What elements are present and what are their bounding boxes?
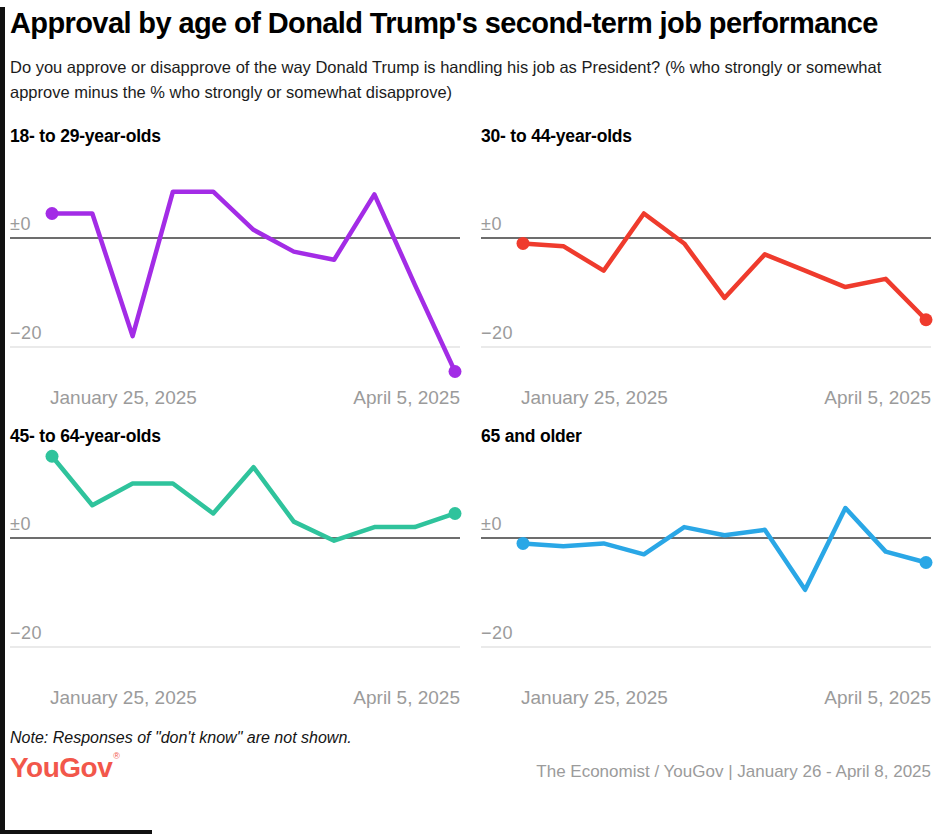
content: Approval by age of Donald Trump's second… <box>10 6 931 784</box>
left-edge-bar <box>0 7 5 834</box>
chart-subtitle: Do you approve or disapprove of the way … <box>10 55 928 105</box>
x-axis-labels: January 25, 2025 April 5, 2025 <box>481 687 931 709</box>
panel-45-64: 45- to 64-year-olds ±0 −20 January 25, 2… <box>10 425 460 709</box>
footer: YouGov® The Economist / YouGov | January… <box>10 751 931 784</box>
line-chart-30-44 <box>481 153 931 383</box>
x-axis-labels: January 25, 2025 April 5, 2025 <box>10 387 460 409</box>
chart-area: ±0 −20 <box>10 453 460 683</box>
source-line: The Economist / YouGov | January 26 - Ap… <box>536 762 931 782</box>
panel-title: 18- to 29-year-olds <box>10 125 460 147</box>
x-tick-start: January 25, 2025 <box>50 387 197 409</box>
x-tick-start: January 25, 2025 <box>521 387 668 409</box>
x-tick-end: April 5, 2025 <box>824 687 931 709</box>
registered-trademark-icon: ® <box>113 751 119 761</box>
footnote: Note: Responses of "don't know" are not … <box>10 729 931 747</box>
small-multiples-grid: 18- to 29-year-olds ±0 −20 January 25, 2… <box>10 125 931 709</box>
x-axis-labels: January 25, 2025 April 5, 2025 <box>481 387 931 409</box>
panel-65-older: 65 and older ±0 −20 January 25, 2025 Apr… <box>481 425 931 709</box>
panel-30-44: 30- to 44-year-olds ±0 −20 January 25, 2… <box>481 125 931 409</box>
line-chart-18-29 <box>10 153 460 383</box>
x-tick-end: April 5, 2025 <box>353 387 460 409</box>
x-tick-end: April 5, 2025 <box>353 687 460 709</box>
panel-title: 30- to 44-year-olds <box>481 125 931 147</box>
chart-area: ±0 −20 <box>10 153 460 383</box>
bottom-edge-bar <box>0 830 152 834</box>
line-chart-45-64 <box>10 453 460 683</box>
panel-18-29: 18- to 29-year-olds ±0 −20 January 25, 2… <box>10 125 460 409</box>
page-title: Approval by age of Donald Trump's second… <box>10 6 920 42</box>
line-chart-65-older <box>481 453 931 683</box>
chart-area: ±0 −20 <box>481 153 931 383</box>
chart-area: ±0 −20 <box>481 453 931 683</box>
x-tick-end: April 5, 2025 <box>824 387 931 409</box>
chart-page: Approval by age of Donald Trump's second… <box>0 0 941 834</box>
x-axis-labels: January 25, 2025 April 5, 2025 <box>10 687 460 709</box>
yougov-logo-text: YouGov <box>10 752 112 783</box>
panel-title: 65 and older <box>481 425 931 447</box>
x-tick-start: January 25, 2025 <box>521 687 668 709</box>
panel-title: 45- to 64-year-olds <box>10 425 460 447</box>
yougov-logo: YouGov® <box>10 751 119 784</box>
x-tick-start: January 25, 2025 <box>50 687 197 709</box>
